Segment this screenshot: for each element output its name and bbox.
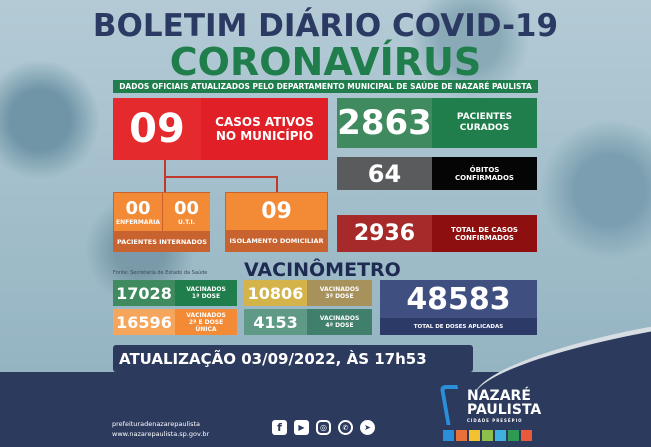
dose4-value: 4153 bbox=[244, 309, 307, 335]
connector bbox=[164, 176, 276, 178]
telegram-icon[interactable]: ➤ bbox=[360, 420, 375, 435]
dose4-label: VACINADOS 4ª DOSE bbox=[307, 309, 372, 335]
dose1-value: 17028 bbox=[113, 280, 175, 306]
ward-label: ENFERMARIA bbox=[115, 219, 161, 226]
total-doses-value: 48583 bbox=[380, 280, 537, 318]
whatsapp-icon[interactable]: ✆ bbox=[338, 420, 353, 435]
connector bbox=[164, 176, 166, 192]
nazare-paulista-logo: NAZARÉ PAULISTA CIDADE PRESÉPIO bbox=[439, 383, 542, 445]
icu-value: 00 bbox=[173, 198, 200, 219]
social-icons: f ▶ ◎ ✆ ➤ bbox=[272, 420, 375, 435]
connector bbox=[164, 160, 166, 176]
social-handle[interactable]: prefeituradenazarepaulista bbox=[112, 420, 200, 428]
hospitalized-card: 00 ENFERMARIA 00 U.T.I. PACIENTES INTERNAD… bbox=[113, 192, 210, 252]
connector bbox=[276, 176, 278, 192]
dose1-label: VACINADOS 1ª DOSE bbox=[175, 280, 237, 306]
active-cases-label: CASOS ATIVOS NO MUNICÍPIO bbox=[201, 98, 328, 160]
page-subtitle: CORONAVÍRUS bbox=[169, 40, 482, 84]
total-doses-label: TOTAL DE DOSES APLICADAS bbox=[380, 318, 537, 335]
update-timestamp: ATUALIZAÇÃO 03/09/2022, ÀS 17h53 bbox=[113, 345, 473, 372]
vaccinometer-title: VACINÔMETRO bbox=[244, 259, 401, 281]
dose2-label: VACINADOS 2ª E DOSE ÚNICA bbox=[175, 309, 237, 335]
recovered-label: PACIENTES CURADOS bbox=[432, 98, 537, 148]
ward-value: 00 bbox=[125, 198, 151, 219]
isolation-label: ISOLAMENTO DOMICILIAR bbox=[229, 237, 324, 245]
source-note: Fonte: Secretaria de Estado da Saúde bbox=[113, 270, 208, 276]
logo-line1: NAZARÉ bbox=[467, 388, 531, 404]
youtube-icon[interactable]: ▶ bbox=[294, 420, 309, 435]
recovered-value: 2863 bbox=[337, 98, 432, 148]
hospitalized-label: PACIENTES INTERNADOS bbox=[117, 237, 207, 246]
page-title: BOLETIM DIÁRIO COVID-19 bbox=[92, 8, 559, 44]
confirmed-label: TOTAL DE CASOS CONFIRMADOS bbox=[432, 215, 537, 252]
source-banner: DADOS OFICIAIS ATUALIZADOS PELO DEPARTAM… bbox=[113, 80, 538, 93]
instagram-icon[interactable]: ◎ bbox=[316, 420, 331, 435]
dose3-label: VACINADOS 3ª DOSE bbox=[307, 280, 372, 306]
logo-line2: PAULISTA bbox=[467, 402, 542, 418]
facebook-icon[interactable]: f bbox=[272, 420, 287, 435]
logo-mark-icon bbox=[439, 385, 465, 425]
home-isolation-card: 09 ISOLAMENTO DOMICILIAR bbox=[225, 192, 328, 252]
dose2-value: 16596 bbox=[113, 309, 175, 335]
deaths-label: ÓBITOS CONFIRMADOS bbox=[432, 157, 537, 190]
dose3-value: 10806 bbox=[244, 280, 307, 306]
active-cases-value: 09 bbox=[113, 98, 201, 160]
icu-label: U.T.I. bbox=[177, 219, 196, 226]
logo-tagline: CIDADE PRESÉPIO bbox=[467, 418, 523, 423]
logo-tiles bbox=[443, 430, 532, 441]
deaths-value: 64 bbox=[337, 157, 432, 190]
isolation-value: 09 bbox=[226, 193, 327, 230]
website-link[interactable]: www.nazarepaulista.sp.gov.br bbox=[112, 430, 210, 438]
confirmed-value: 2936 bbox=[337, 215, 432, 252]
